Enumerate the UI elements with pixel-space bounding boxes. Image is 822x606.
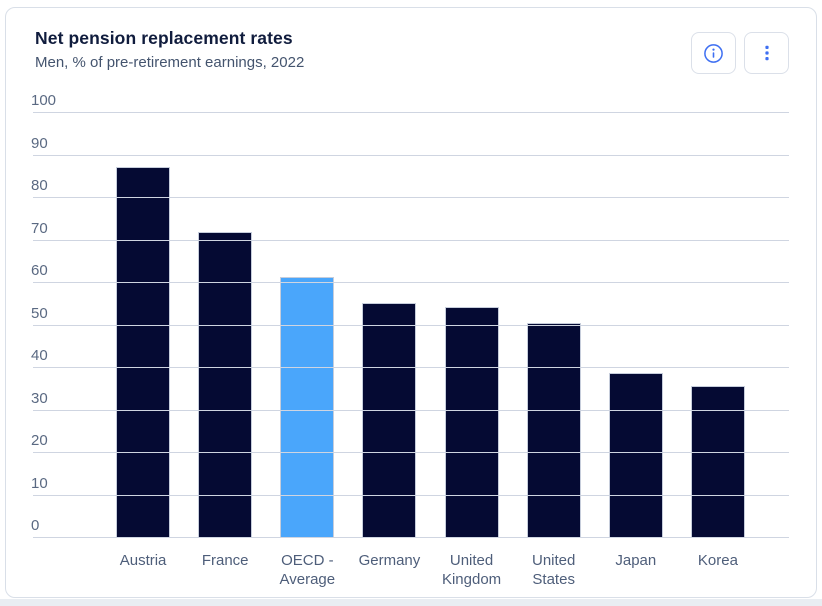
y-axis-tick-label-10: 10 — [31, 474, 48, 492]
gridline-0 — [33, 537, 789, 538]
plot-area: 0 10 20 30 40 50 60 70 80 90 100 — [31, 92, 789, 538]
bar-slot-united-states — [513, 113, 595, 538]
bar-korea[interactable] — [690, 385, 745, 538]
x-axis-label-united-states: United States — [532, 552, 576, 588]
gridline-90 — [33, 154, 789, 156]
chart-title-block: Net pension replacement rates Men, % of … — [35, 28, 304, 71]
y-axis-tick-label-20: 20 — [31, 432, 48, 449]
bar-germany[interactable] — [362, 302, 417, 538]
y-axis-tick-label-100: 100 — [31, 92, 57, 109]
bars-container — [102, 113, 759, 538]
bar-slot-france — [184, 113, 266, 538]
x-axis-labels: Austria France OECD - Average Germany United… — [102, 551, 759, 589]
gridline-40 — [33, 367, 789, 368]
y-axis-tick-label-30: 30 — [31, 389, 48, 407]
y-axis-tick-label-80: 80 — [31, 177, 48, 194]
bar-united-kingdom[interactable] — [444, 306, 499, 538]
bar-chart: 0 10 20 30 40 50 60 70 80 90 100 Austria France OECD… — [31, 92, 789, 589]
bar-slot-korea — [677, 113, 759, 538]
bar-slot-germany — [348, 113, 430, 538]
gridline-100 — [33, 112, 789, 113]
header-actions — [691, 32, 789, 74]
y-axis-tick-label-40: 40 — [31, 347, 48, 364]
x-axis-label-oecd-average: OECD - Average — [279, 552, 336, 588]
bar-slot-austria — [102, 113, 184, 538]
gridline-20 — [33, 452, 789, 453]
bar-united-states[interactable] — [526, 323, 581, 538]
kebab-menu-icon — [757, 43, 777, 63]
bar-austria[interactable] — [116, 166, 171, 538]
bar-slot-japan — [595, 113, 677, 538]
gridline-60 — [33, 282, 789, 283]
y-axis-tick-label-50: 50 — [31, 304, 48, 322]
y-axis-tick-label-70: 70 — [31, 219, 48, 237]
more-options-button[interactable] — [744, 32, 789, 74]
gridline-70 — [33, 239, 789, 241]
info-icon — [703, 43, 724, 64]
chart-title: Net pension replacement rates — [35, 28, 293, 48]
gridline-10 — [33, 494, 789, 496]
bar-slot-united-kingdom — [431, 113, 513, 538]
bar-slot-oecd-average — [266, 113, 348, 538]
x-axis-label-united-kingdom: United Kingdom — [441, 552, 502, 588]
x-axis-label-korea: Korea — [697, 552, 738, 569]
info-button[interactable] — [691, 32, 736, 74]
bar-france[interactable] — [198, 232, 253, 538]
x-axis-label-germany: Germany — [358, 552, 421, 569]
chart-subtitle: Men, % of pre-retirement earnings, 2022 — [35, 54, 305, 71]
gridline-50 — [33, 324, 789, 326]
x-axis-label-france: France — [201, 552, 249, 569]
y-axis-tick-label-60: 60 — [31, 262, 48, 279]
x-axis-label-japan: Japan — [615, 552, 657, 569]
chart-header: Net pension replacement rates Men, % of … — [35, 28, 789, 74]
y-axis-tick-label-90: 90 — [31, 134, 48, 152]
y-axis-tick-label-0: 0 — [31, 517, 40, 534]
page-background-strip — [0, 599, 822, 606]
gridline-30 — [33, 409, 789, 411]
gridline-80 — [33, 197, 789, 198]
x-axis-label-austria: Austria — [119, 552, 167, 569]
bar-oecd-average[interactable] — [280, 277, 335, 538]
chart-card: Net pension replacement rates Men, % of … — [5, 7, 817, 598]
bar-japan[interactable] — [608, 373, 663, 538]
